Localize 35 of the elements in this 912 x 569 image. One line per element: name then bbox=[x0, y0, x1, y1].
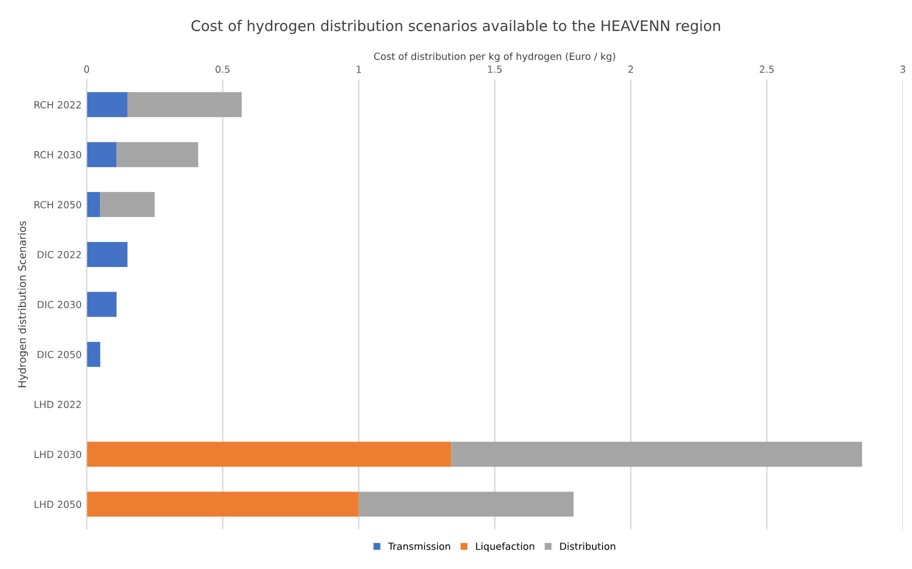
x-tick-label: 2 bbox=[628, 66, 633, 73]
x-axis-title: Cost of distribution per kg of hydrogen (Euro / kg) bbox=[374, 52, 616, 62]
bar bbox=[86, 292, 117, 317]
bar bbox=[86, 342, 100, 367]
bar bbox=[116, 142, 198, 168]
legend-label: Liquefaction bbox=[476, 542, 534, 552]
legend-label: Transmission bbox=[388, 542, 450, 550]
y-tick-label: LHD 2030 bbox=[34, 450, 82, 458]
y-tick-label: RCH 2030 bbox=[34, 151, 82, 158]
bar bbox=[86, 192, 100, 218]
chart-title: Cost of hydrogen distribution scenarios available to the HEAVENN region bbox=[192, 20, 720, 34]
bar bbox=[86, 492, 359, 517]
bar bbox=[86, 442, 452, 467]
bar bbox=[86, 92, 128, 118]
bar bbox=[358, 492, 574, 517]
x-tick-label: 3 bbox=[900, 66, 906, 73]
y-tick-label: DIC 2030 bbox=[38, 300, 82, 308]
x-tick-label: 1 bbox=[356, 66, 361, 73]
y-tick-label: RCH 2050 bbox=[34, 201, 82, 208]
y-tick-label: DIC 2022 bbox=[38, 250, 81, 258]
bar bbox=[100, 192, 155, 218]
x-tick-label: 1.5 bbox=[488, 66, 502, 73]
x-tick-label: 0 bbox=[84, 66, 90, 73]
y-axis-title: Hydrogen distribution Scenarios bbox=[18, 221, 28, 388]
legend-label: Distribution bbox=[560, 542, 616, 550]
x-tick-label: 2.5 bbox=[760, 66, 774, 73]
y-tick-label: DIC 2050 bbox=[38, 350, 82, 358]
y-tick-label: LHD 2022 bbox=[34, 400, 81, 408]
bar bbox=[451, 442, 862, 467]
bar bbox=[86, 142, 117, 168]
y-tick-label: RCH 2022 bbox=[34, 101, 81, 108]
bar bbox=[127, 92, 242, 118]
y-tick-label: LHD 2050 bbox=[34, 500, 82, 508]
x-tick-label: 0.5 bbox=[216, 66, 230, 73]
bar bbox=[86, 242, 128, 267]
